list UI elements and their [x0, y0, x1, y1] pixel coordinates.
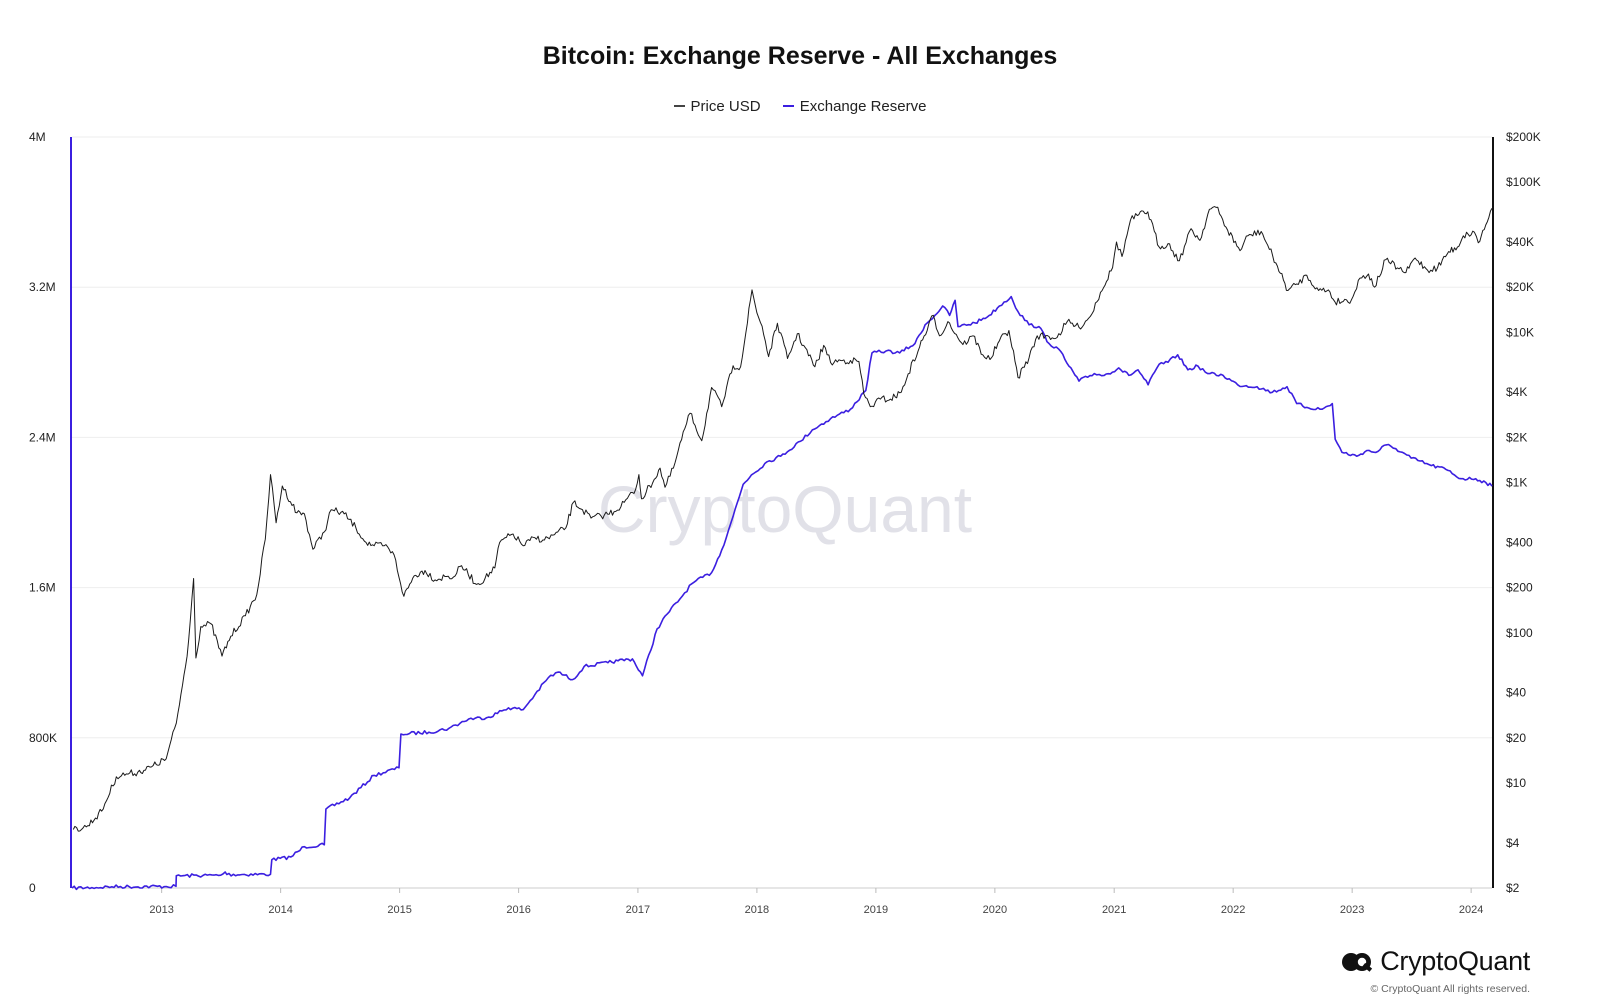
axes	[70, 137, 1494, 889]
cryptoquant-logo-icon	[1342, 952, 1373, 972]
y-right-tick-label: $200	[1506, 581, 1533, 595]
legend-label-price: Price USD	[690, 98, 761, 115]
y-right-tick-label: $40	[1506, 686, 1526, 700]
legend: Price USD Exchange Reserve	[0, 98, 1600, 115]
x-tick-label: 2016	[506, 904, 530, 916]
y-right-tick-label: $20K	[1506, 280, 1534, 294]
y-right-tick-label: $1K	[1506, 476, 1527, 490]
y-right-tick-label: $20	[1506, 731, 1526, 745]
left-axis-ticks: 0 800K 1.6M 2.4M 3.2M 4M	[29, 130, 57, 895]
series-lines	[71, 206, 1493, 891]
x-tick-label: 2013	[149, 904, 173, 916]
y-right-tick-label: $4K	[1506, 385, 1527, 399]
legend-swatch-price	[673, 105, 685, 108]
y-left-tick-label: 800K	[29, 731, 57, 745]
watermark-text: CryptoQuant	[598, 472, 972, 546]
y-right-tick-label: $2	[1506, 881, 1520, 895]
legend-swatch-exchange-reserve	[782, 105, 794, 108]
y-right-tick-label: $100K	[1506, 175, 1541, 189]
x-tick-label: 2022	[1221, 904, 1245, 916]
x-tick-label: 2018	[745, 904, 769, 916]
legend-label-exchange-reserve: Exchange Reserve	[799, 98, 927, 115]
y-right-tick-label: $10	[1506, 776, 1526, 790]
legend-item-price[interactable]: Price USD	[673, 98, 761, 115]
y-right-tick-label: $40K	[1506, 235, 1534, 249]
gridlines	[72, 136, 1492, 889]
series-line-exchange-reserve	[71, 295, 1493, 891]
chart-title: Bitcoin: Exchange Reserve - All Exchange…	[542, 42, 1058, 70]
y-right-tick-label: $4	[1506, 836, 1520, 850]
x-tick-label: 2024	[1459, 904, 1483, 916]
brand-logo: CryptoQuant	[1341, 946, 1530, 977]
copyright-text: © CryptoQuant All rights reserved.	[1370, 983, 1530, 995]
x-tick-label: 2014	[268, 904, 292, 916]
series-line-price-usd	[72, 206, 1493, 832]
x-tick-label: 2017	[626, 904, 650, 916]
y-left-tick-label: 0	[29, 881, 36, 895]
x-tick-label: 2015	[387, 904, 411, 916]
y-left-tick-label: 4M	[29, 130, 46, 144]
legend-item-exchange-reserve[interactable]: Exchange Reserve	[782, 98, 927, 115]
y-right-tick-label: $2K	[1506, 430, 1527, 444]
y-right-tick-label: $200K	[1506, 130, 1541, 144]
x-tick-label: 2019	[864, 904, 888, 916]
x-axis-ticks: 2013 2014 2015 2016 2017 2018 2019 2020 2021 2022…	[149, 888, 1483, 916]
brand-name: CryptoQuant	[1380, 946, 1530, 976]
y-left-tick-label: 3.2M	[29, 280, 56, 294]
y-left-tick-label: 1.6M	[29, 581, 56, 595]
right-axis-ticks: $2 $4 $10 $20 $40 $100 $200 $400 $1K $2K $4K $10K $2…	[1506, 130, 1541, 895]
x-tick-label: 2020	[983, 904, 1007, 916]
y-left-tick-label: 2.4M	[29, 430, 56, 444]
x-tick-label: 2021	[1102, 904, 1126, 916]
y-right-tick-label: $100	[1506, 626, 1533, 640]
y-right-tick-label: $400	[1506, 535, 1533, 549]
x-tick-label: 2023	[1340, 904, 1364, 916]
y-right-tick-label: $10K	[1506, 325, 1534, 339]
